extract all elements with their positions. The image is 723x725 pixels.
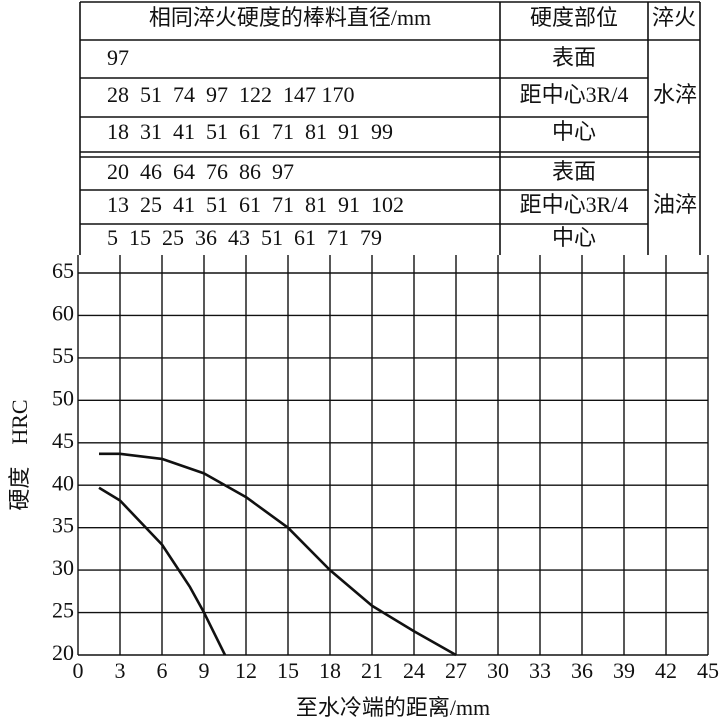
quench-method: 水淬 — [653, 82, 697, 107]
diameters: 5 15 25 36 43 51 61 71 79 — [107, 225, 382, 250]
curve — [99, 452, 457, 657]
y-tick-label: 65 — [52, 258, 74, 283]
table-header: 相同淬火硬度的棒料直径/mm — [149, 5, 431, 30]
position: 表面 — [552, 159, 596, 184]
table-header: 硬度部位 — [530, 5, 618, 30]
y-tick-label: 25 — [52, 598, 74, 623]
x-tick-label: 45 — [697, 658, 719, 683]
x-tick-label: 33 — [529, 658, 551, 683]
y-tick-label: 30 — [52, 555, 74, 580]
curve — [98, 486, 227, 656]
quench-method: 油淬 — [653, 192, 697, 217]
x-tick-label: 9 — [199, 658, 210, 683]
y-tick-label: 60 — [52, 300, 74, 325]
x-tick-label: 12 — [235, 658, 257, 683]
y-tick-label: 35 — [52, 513, 74, 538]
position: 表面 — [552, 45, 596, 70]
x-tick-label: 6 — [157, 658, 168, 683]
position: 距中心3R/4 — [520, 192, 629, 217]
y-tick-label: 55 — [52, 343, 74, 368]
y-tick-label: 40 — [52, 470, 74, 495]
x-tick-label: 15 — [277, 658, 299, 683]
diameters: 20 46 64 76 86 97 — [107, 159, 294, 184]
x-tick-label: 21 — [361, 658, 383, 683]
x-tick-label: 18 — [319, 658, 341, 683]
x-tick-label: 39 — [613, 658, 635, 683]
y-tick-label: 45 — [52, 428, 74, 453]
diameters: 13 25 41 51 61 71 81 91 102 — [107, 192, 404, 217]
y-tick-label: 20 — [52, 640, 74, 665]
x-tick-label: 42 — [655, 658, 677, 683]
diameters: 97 — [107, 45, 129, 70]
y-axis-label: 硬度 HRC — [7, 399, 32, 510]
diameters: 28 51 74 97 122 147 170 — [107, 82, 355, 107]
position: 距中心3R/4 — [520, 82, 629, 107]
x-tick-label: 27 — [445, 658, 467, 683]
x-tick-label: 36 — [571, 658, 593, 683]
diameters: 18 31 41 51 61 71 81 91 99 — [107, 119, 393, 144]
table-frame — [79, 1, 701, 255]
position: 中心 — [552, 119, 596, 144]
y-tick-label: 50 — [52, 385, 74, 410]
x-tick-label: 0 — [73, 658, 84, 683]
x-axis-label: 至水冷端的距离/mm — [296, 695, 490, 720]
x-tick-label: 3 — [115, 658, 126, 683]
position: 中心 — [552, 225, 596, 250]
x-tick-label: 24 — [403, 658, 425, 683]
x-tick-label: 30 — [487, 658, 509, 683]
table-header: 淬火 — [652, 5, 696, 30]
